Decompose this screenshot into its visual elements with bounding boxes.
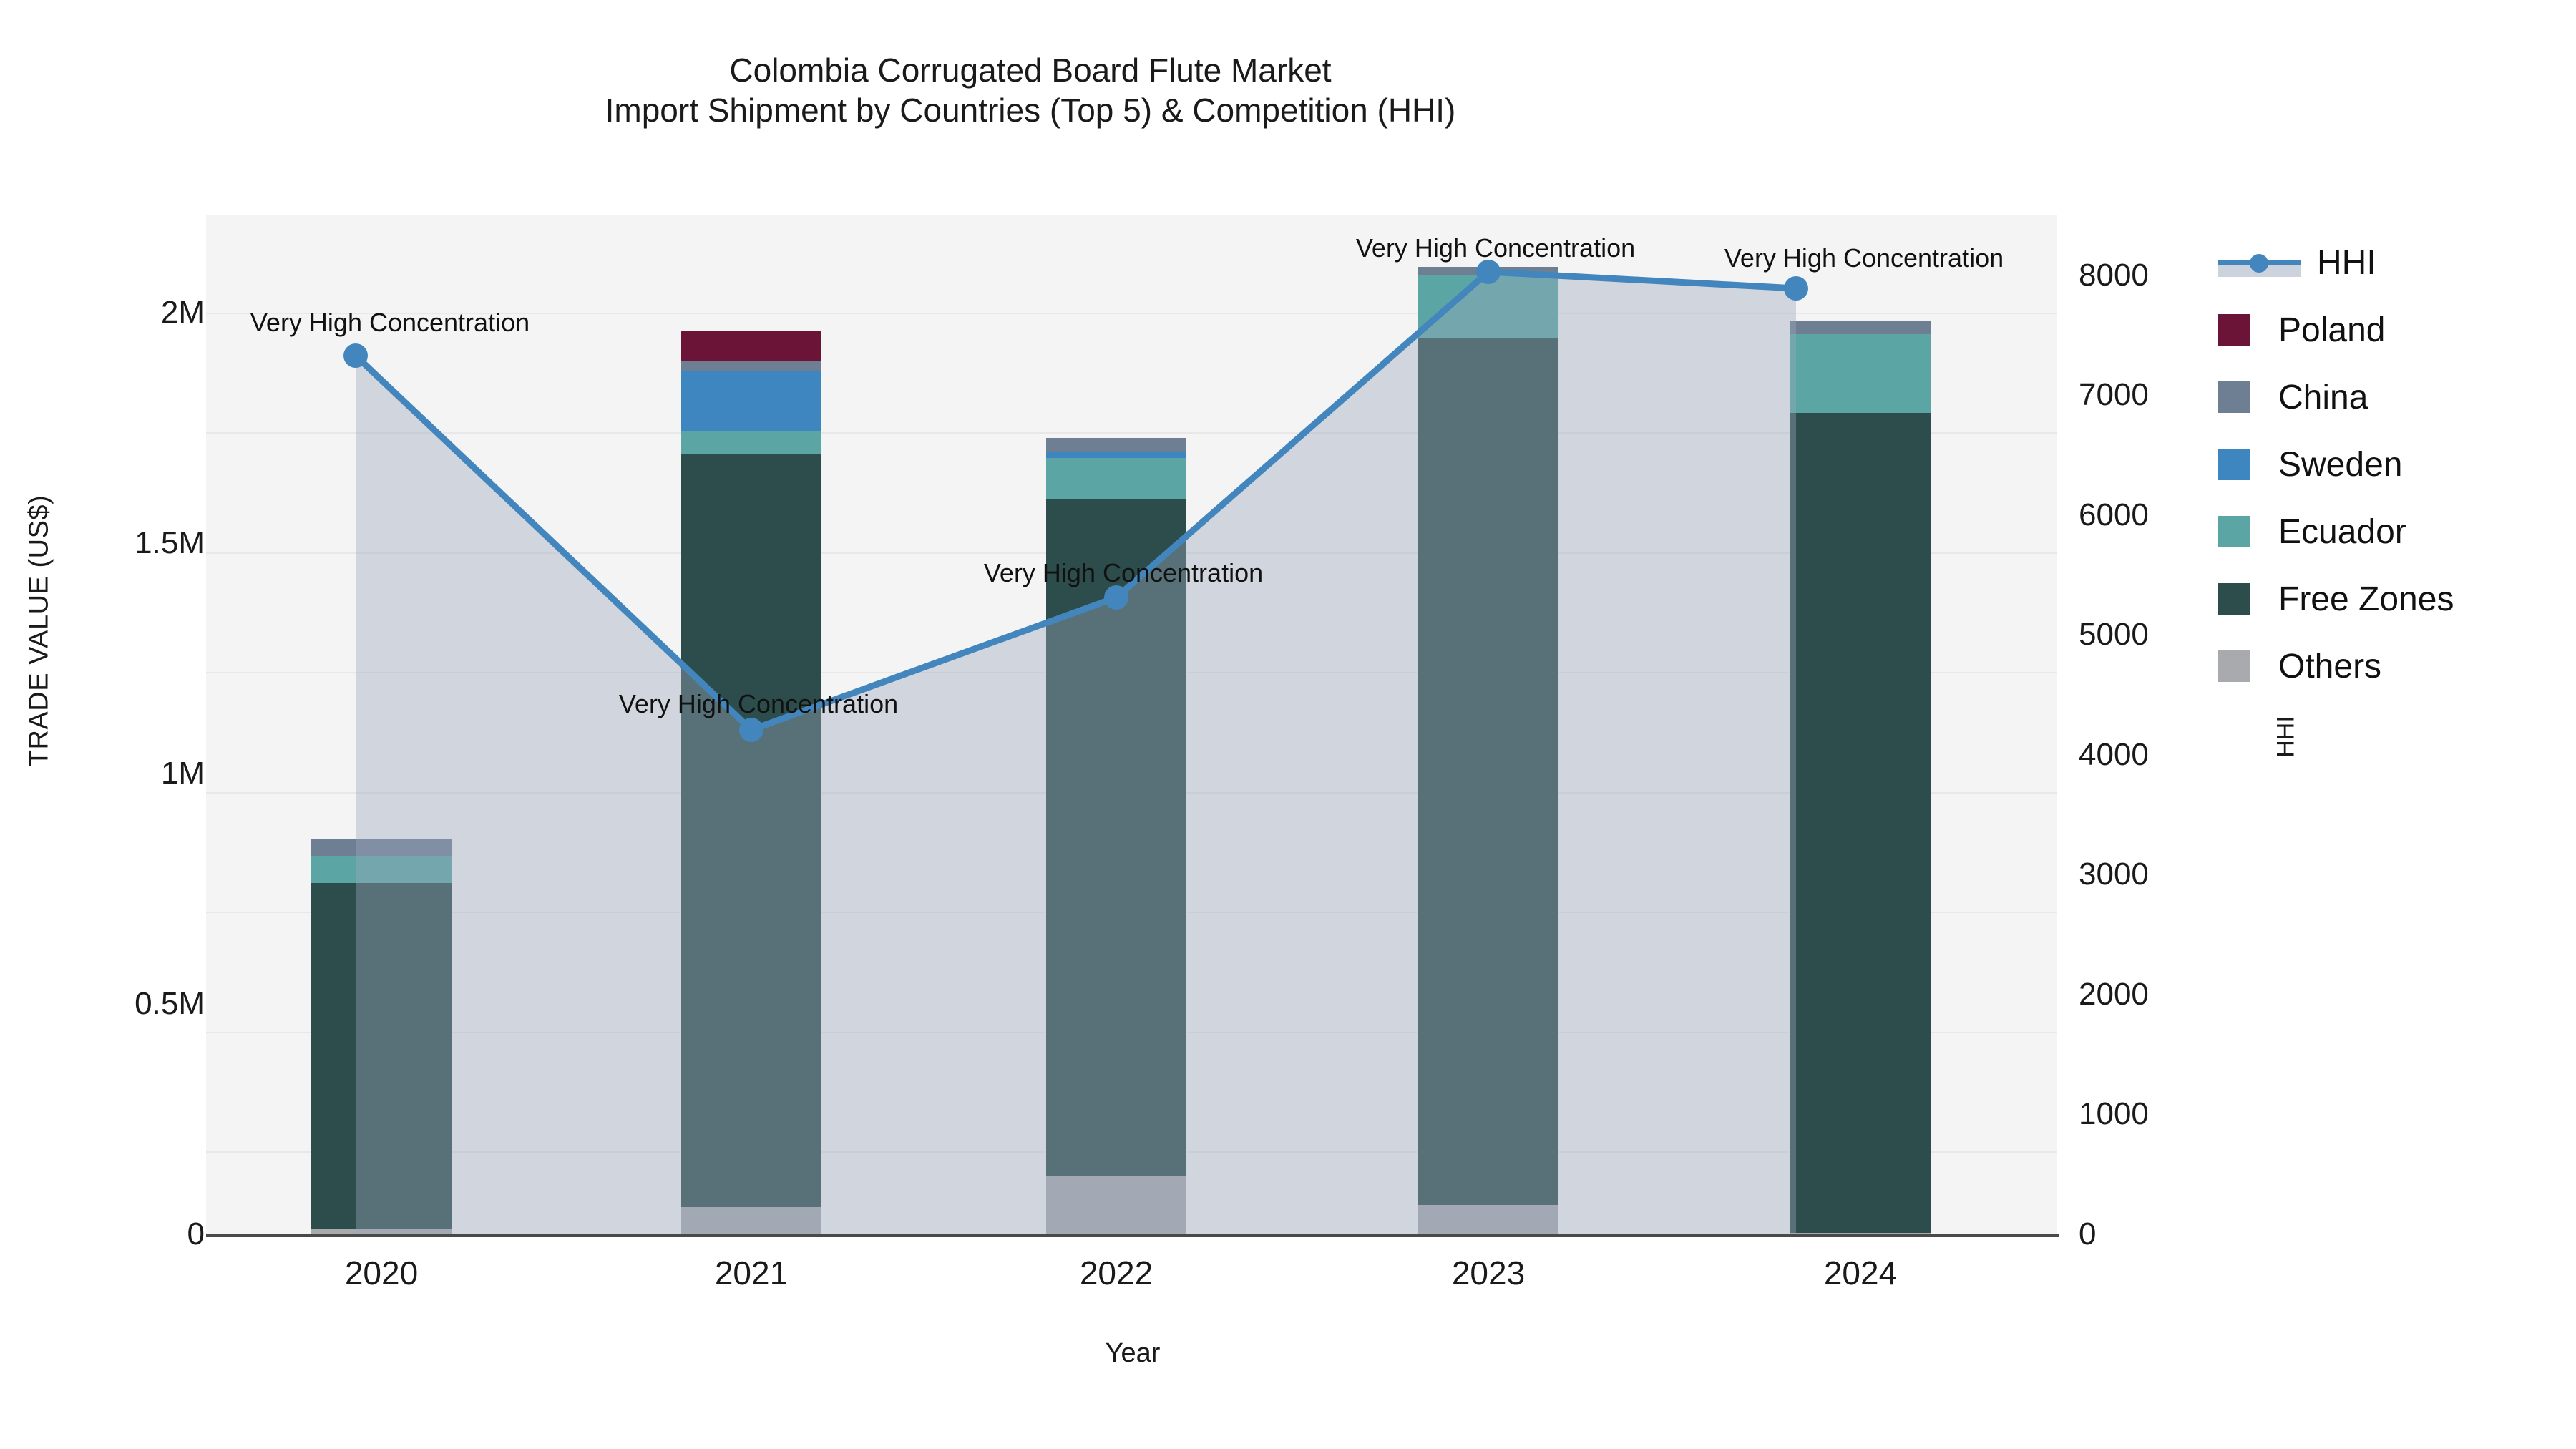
x-tick-2020: 2020	[344, 1254, 419, 1292]
bar-segment-free-zones	[1790, 413, 1931, 1233]
annotation-2021: Very High Concentration	[618, 689, 899, 718]
chart-title: Colombia Corrugated Board Flute Market I…	[0, 50, 2061, 130]
legend-label: Sweden	[2278, 445, 2403, 484]
legend-label: Poland	[2278, 311, 2386, 349]
annotation-2020: Very High Concentration	[250, 308, 530, 337]
legend-label: Others	[2278, 647, 2382, 686]
color-swatch-icon	[2218, 650, 2250, 682]
bar-segment-ecuador	[1418, 275, 1558, 338]
x-tick-2021: 2021	[714, 1254, 789, 1292]
y-tick-right: 7000	[2079, 377, 2149, 412]
hhi-line-icon	[2218, 247, 2301, 278]
color-swatch-icon	[2218, 314, 2250, 346]
annotation-2022: Very High Concentration	[983, 558, 1264, 587]
hhi-point-2021	[739, 718, 763, 742]
hhi-point-2024	[1784, 276, 1808, 301]
color-swatch-icon	[2218, 516, 2250, 547]
y-tick-left: 1M	[160, 756, 205, 791]
bar-segment-china	[311, 839, 452, 856]
bar-2020[interactable]	[311, 839, 452, 1234]
x-axis-label: Year	[1105, 1338, 1161, 1368]
legend-label: Ecuador	[2278, 512, 2406, 551]
y-axis-label-left: TRADE VALUE (US$)	[24, 494, 54, 767]
annotation-2024: Very High Concentration	[1724, 243, 2004, 273]
bar-segment-others	[1418, 1205, 1558, 1234]
color-swatch-icon	[2218, 449, 2250, 480]
chart-title-line-1: Colombia Corrugated Board Flute Market	[729, 52, 1332, 89]
y-tick-left: 0	[187, 1216, 205, 1252]
legend-item-sweden[interactable]: Sweden	[2218, 431, 2454, 498]
legend-label: HHI	[2317, 243, 2376, 282]
legend-item-others[interactable]: Others	[2218, 633, 2454, 700]
y-tick-right: 6000	[2079, 497, 2149, 532]
y-tick-left: 1.5M	[135, 525, 205, 560]
x-axis-line	[206, 1234, 2059, 1237]
hhi-overlay	[343, 260, 1808, 1234]
bar-segment-ecuador	[1046, 458, 1186, 499]
gridline	[206, 313, 2057, 314]
legend-item-china[interactable]: China	[2218, 364, 2454, 431]
bar-segment-others	[311, 1229, 452, 1234]
y-tick-left: 0.5M	[135, 986, 205, 1021]
bar-segment-poland	[681, 331, 821, 361]
bar-segment-china	[1790, 321, 1931, 334]
x-tick-2023: 2023	[1451, 1254, 1526, 1292]
legend: HHI Poland China Sweden Ecuador Free Zon…	[2218, 229, 2454, 700]
x-tick-2024: 2024	[1823, 1254, 1898, 1292]
y-tick-right: 2000	[2079, 977, 2149, 1012]
legend-label: China	[2278, 378, 2368, 416]
legend-item-ecuador[interactable]: Ecuador	[2218, 498, 2454, 565]
hhi-point-2022	[1104, 585, 1128, 610]
bar-segment-ecuador	[1790, 334, 1931, 413]
bar-segment-ecuador	[311, 856, 452, 883]
bar-segment-china	[681, 361, 821, 371]
y-tick-right: 4000	[2079, 737, 2149, 772]
chart-title-line-2: Import Shipment by Countries (Top 5) & C…	[605, 92, 1456, 130]
bar-segment-ecuador	[681, 431, 821, 454]
hhi-area-fill	[356, 272, 1796, 1234]
y-tick-left: 2M	[160, 295, 205, 330]
color-swatch-icon	[2218, 381, 2250, 413]
y-tick-right: 1000	[2079, 1096, 2149, 1131]
bar-segment-sweden	[1046, 452, 1186, 458]
y-tick-right: 3000	[2079, 857, 2149, 892]
bar-segment-sweden	[681, 371, 821, 431]
legend-item-poland[interactable]: Poland	[2218, 296, 2454, 364]
bar-segment-others	[681, 1207, 821, 1234]
hhi-point-2020	[343, 343, 368, 368]
bar-2021[interactable]	[681, 331, 821, 1234]
y-tick-right: 5000	[2079, 617, 2149, 652]
legend-item-hhi[interactable]: HHI	[2218, 229, 2454, 296]
bar-segment-free-zones	[311, 883, 452, 1229]
bar-2023[interactable]	[1418, 267, 1558, 1234]
x-tick-2022: 2022	[1079, 1254, 1153, 1292]
hhi-point-2023	[1476, 260, 1501, 284]
annotation-2023: Very High Concentration	[1355, 233, 1636, 263]
bar-segment-free-zones	[1418, 338, 1558, 1205]
color-swatch-icon	[2218, 583, 2250, 615]
bar-segment-china	[1046, 438, 1186, 452]
legend-item-free-zones[interactable]: Free Zones	[2218, 565, 2454, 633]
gridline	[206, 432, 2057, 434]
bar-2024[interactable]	[1790, 321, 1931, 1234]
y-tick-right: 8000	[2079, 258, 2149, 293]
bar-segment-others	[1046, 1176, 1186, 1234]
y-tick-right: 0	[2079, 1216, 2097, 1252]
bar-segment-free-zones	[681, 454, 821, 1207]
bar-segment-others	[1790, 1233, 1931, 1234]
legend-label: Free Zones	[2278, 580, 2454, 618]
